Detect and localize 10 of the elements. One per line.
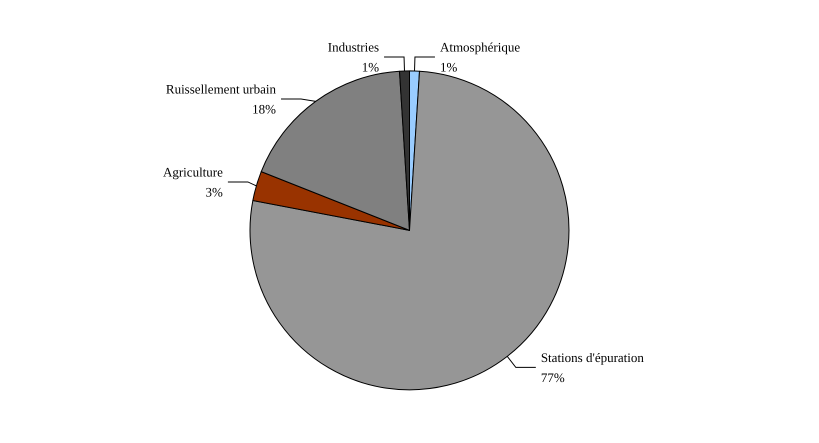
data-label: 18% — [252, 101, 276, 116]
data-label: 1% — [362, 59, 380, 74]
data-label: 77% — [540, 370, 565, 385]
slice-label: Agriculture — [162, 164, 224, 180]
data-label: 3% — [206, 184, 224, 200]
slice-label: Stations d'épuration — [540, 350, 644, 365]
slice-label: Ruissellement urbain — [166, 81, 277, 96]
data-label: 1% — [440, 59, 458, 74]
slice-label: Atmosphérique — [440, 39, 520, 54]
slice-label: Industries — [328, 39, 380, 54]
